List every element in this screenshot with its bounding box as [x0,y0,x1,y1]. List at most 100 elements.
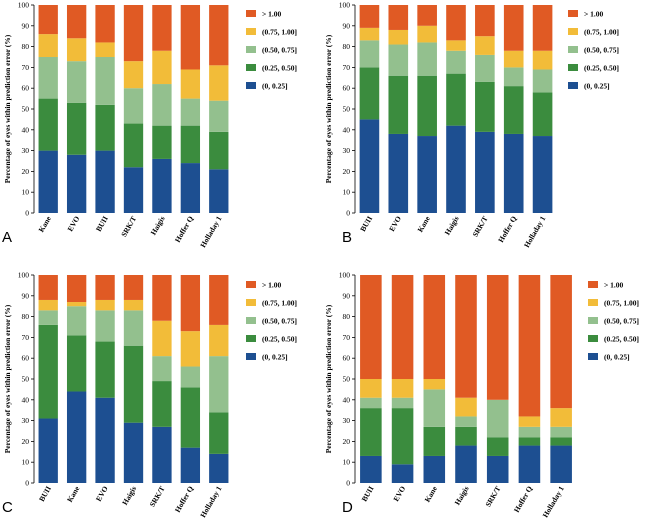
legend-swatch [568,10,578,17]
y-tick-label: 10 [343,458,351,467]
x-tick-label: SRK/T [119,215,138,239]
legend-swatch [588,299,598,306]
x-tick-label: EVO [387,214,403,233]
bar-segment-evo-0 [66,154,87,213]
bar-segment-hoffer-q-2 [518,426,541,438]
y-tick-label: 20 [343,437,351,446]
y-tick-label: 50 [343,375,351,384]
bar-segment-holladay-1-2 [550,426,572,438]
y-tick-label: 0 [346,479,350,488]
y-tick-label: 60 [22,84,30,93]
bar-segment-haigis-4 [455,275,477,398]
bar-segment-srk-t-2 [475,54,495,82]
bar-segment-holladay-1-1 [209,131,229,170]
legend-swatch [246,335,256,342]
x-tick-label: Haigis [120,484,138,506]
bar-segment-evo-1 [391,408,414,465]
legend-swatch [246,10,256,17]
bar-segment-buii-4 [360,275,382,379]
legend-swatch [568,64,578,71]
legend-entry: (0, 0.25] [262,353,288,362]
bar-segment-kane-1 [417,75,437,137]
y-tick-label: 40 [22,125,30,134]
bar-segment-holladay-1-0 [209,453,229,483]
legend-swatch [588,281,598,288]
bar-segment-buii-3 [360,379,382,398]
bar-segment-kane-2 [417,42,437,76]
bar-segment-evo-4 [66,5,87,39]
x-tick-label: BUII [94,214,110,233]
y-tick-label: 70 [22,63,30,72]
bar-segment-srk-t-0 [152,426,172,483]
bar-segment-holladay-1-2 [532,69,553,93]
bar-segment-holladay-1-4 [532,5,553,51]
bar-segment-kane-1 [38,98,58,151]
y-tick-label: 20 [343,167,351,176]
bar-segment-haigis-4 [152,5,172,51]
bar-segment-holladay-1-4 [550,275,572,409]
bar-segment-evo-4 [391,275,414,379]
y-tick-label: 10 [22,458,30,467]
legend-swatch [246,46,256,53]
bar-segment-holladay-1-1 [550,437,572,446]
bar-segment-evo-2 [95,310,115,342]
y-tick-label: 40 [22,395,30,404]
bar-segment-kane-4 [66,275,87,303]
bar-segment-haigis-3 [152,50,172,85]
bar-segment-srk-t-3 [152,320,172,357]
bar-segment-evo-3 [66,38,87,62]
legend-swatch [568,28,578,35]
panel-label: A [2,229,12,246]
y-tick-label: 70 [343,63,351,72]
bar-segment-kane-3 [423,379,446,390]
bar-segment-kane-4 [423,275,446,379]
legend-entry: (0, 0.25] [584,82,610,91]
bar-segment-srk-t-1 [475,81,495,132]
y-tick-label: 0 [25,479,29,488]
bar-segment-buii-2 [95,57,115,105]
y-tick-label: 70 [343,333,351,342]
bar-segment-holladay-1-3 [550,408,572,427]
y-tick-label: 70 [22,333,30,342]
bar-segment-hoffer-q-4 [180,275,201,332]
y-tick-label: 100 [339,1,351,10]
legend-swatch [588,353,598,360]
bar-segment-buii-0 [359,119,380,213]
bar-segment-evo-3 [388,29,409,45]
panel-label: C [2,499,13,516]
y-tick-label: 20 [22,167,30,176]
bar-segment-holladay-1-1 [532,92,553,137]
bar-segment-haigis-1 [446,73,466,126]
bar-segment-buii-3 [38,299,58,311]
legend-swatch [246,353,256,360]
x-tick-label: Hoffer Q [512,484,534,514]
y-axis-label: Percentage of eyes within prediction err… [3,34,12,183]
bar-segment-kane-2 [423,389,446,427]
bar-segment-buii-1 [359,67,380,120]
y-tick-label: 80 [343,312,351,321]
legend-swatch [246,28,256,35]
bar-segment-hoffer-q-1 [180,125,201,164]
legend-entry: (0, 0.25] [604,353,630,362]
y-tick-label: 100 [339,271,351,280]
x-tick-label: SRK/T [483,485,502,509]
bar-segment-srk-t-4 [123,5,144,62]
bar-segment-buii-1 [360,408,382,456]
y-tick-label: 90 [343,291,351,300]
bar-segment-hoffer-q-0 [518,445,541,483]
legend-entry: (0.25, 0.50] [584,64,619,73]
bar-segment-haigis-1 [123,345,144,423]
y-axis-label: Percentage of eyes within prediction err… [3,304,12,453]
bar-segment-buii-2 [359,40,380,68]
x-tick-label: Kane [37,214,54,234]
y-tick-label: 40 [343,125,351,134]
bar-segment-evo-4 [388,5,409,30]
bar-segment-hoffer-q-0 [180,163,201,213]
bar-segment-haigis-3 [446,40,466,51]
y-tick-label: 20 [22,437,30,446]
panel-label: D [342,499,353,516]
x-tick-label: SRK/T [471,215,490,239]
legend-entry: (0.75, 1.00] [604,299,639,308]
legend-entry: > 1.00 [262,10,282,19]
x-tick-label: Kane [65,484,82,504]
